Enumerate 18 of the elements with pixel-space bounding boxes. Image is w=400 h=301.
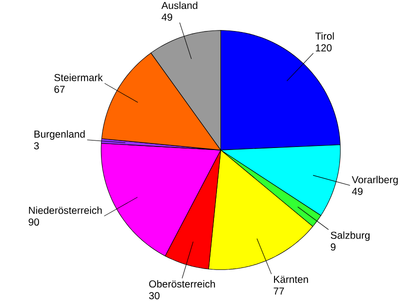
data-label: 120 [316,44,332,52]
data-label: 30 [149,292,160,300]
data-label: 49 [352,188,363,196]
data-label: 90 [28,218,40,226]
data-label: 3 [34,142,39,150]
slice-label: Salzburg [330,231,370,241]
data-label: 49 [162,14,172,21]
slice-label: Steiermark [54,74,103,82]
data-label: 9 [330,243,336,251]
slice-label: Kärnten [274,276,308,283]
slice-label: Tirol [315,32,334,40]
slice-label: Niederösterreich [29,206,102,214]
data-label: 67 [54,86,65,93]
slice-label: Ausland [161,2,198,10]
data-label: 77 [274,288,284,295]
slice-label: Vorarlberg [352,176,398,186]
slice-label: Oberösterreich [149,280,215,288]
slice-label: Burgenland [34,130,85,140]
